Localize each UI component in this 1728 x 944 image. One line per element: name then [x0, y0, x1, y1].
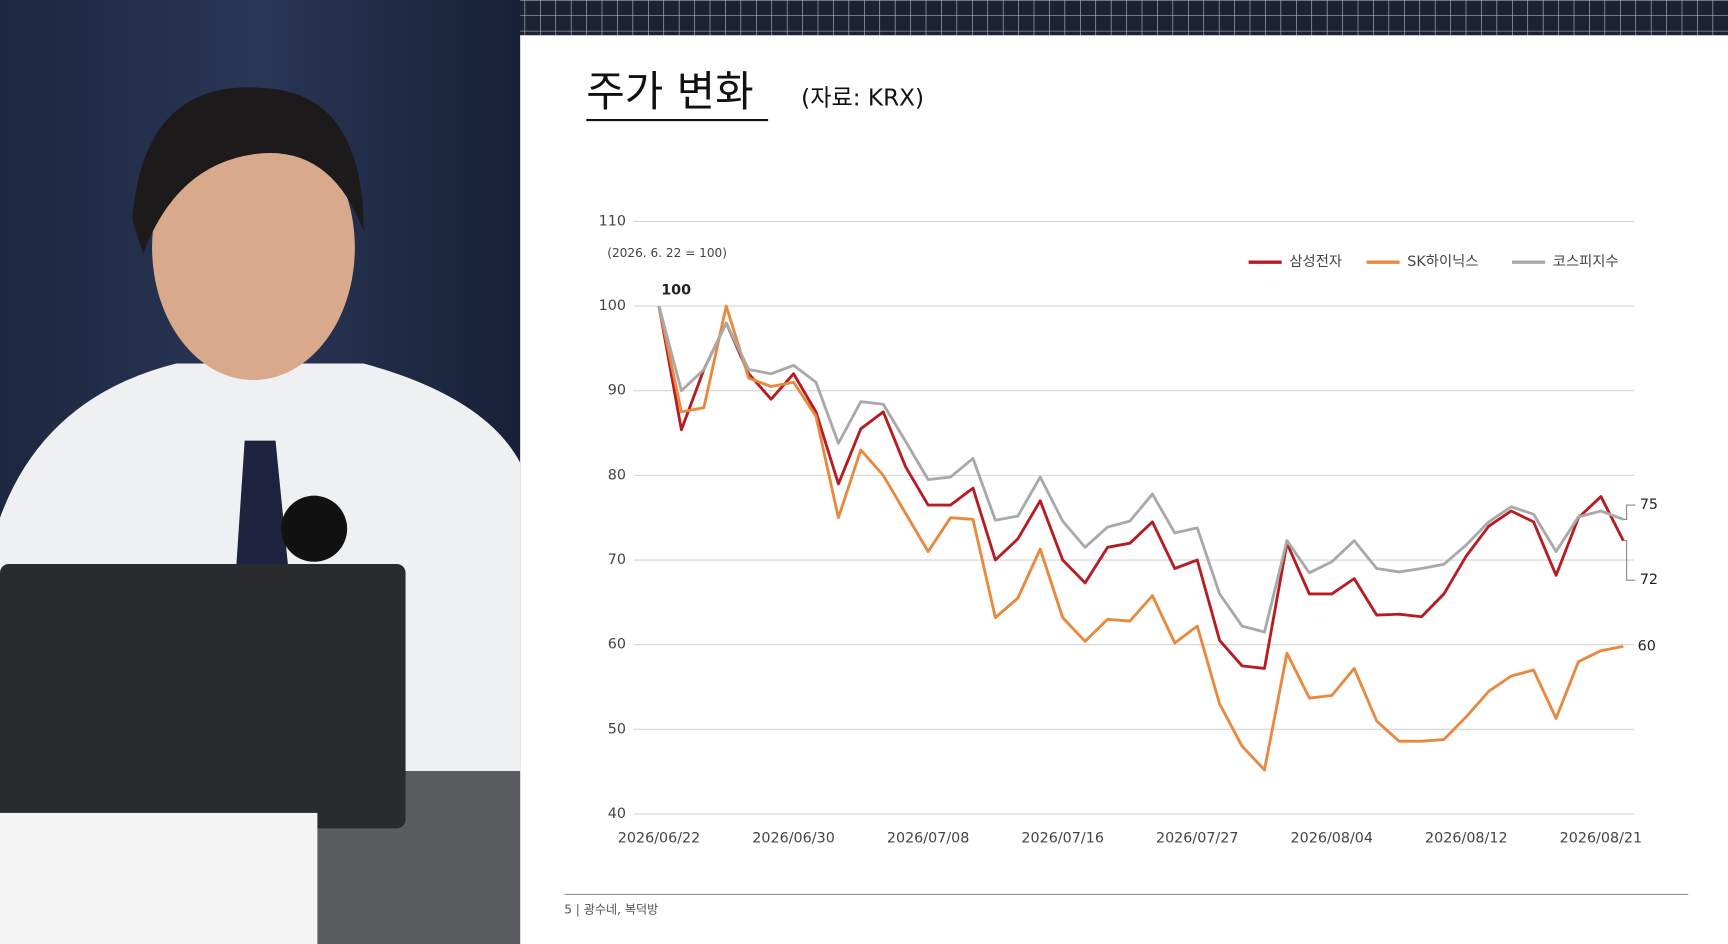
legend-label: 코스피지수 — [1553, 253, 1619, 270]
slide — [520, 35, 1728, 944]
annotation-bracket — [1623, 504, 1636, 520]
microphone — [281, 495, 348, 562]
y-tick-label: 70 — [608, 552, 626, 568]
subtitle: (2026. 6. 22 = 100) — [607, 246, 727, 260]
x-tick-label: 2026/08/04 — [1291, 830, 1374, 846]
y-tick-label: 80 — [608, 467, 626, 483]
series-line — [657, 305, 1625, 670]
y-tick-label: 60 — [608, 637, 626, 653]
footer: 5 | 광수네, 복덕방 — [564, 902, 658, 916]
slide-top-strip — [520, 0, 1728, 36]
legend-label: SK하이닉스 — [1407, 253, 1478, 270]
chart-title: 주가 변화 — [586, 67, 753, 116]
y-tick-label: 100 — [599, 298, 626, 314]
x-tick-label: 2026/08/12 — [1425, 830, 1508, 846]
annotation: 60 — [1638, 638, 1656, 654]
x-tick-label: 2026/08/21 — [1560, 830, 1643, 846]
annotation: 72 — [1640, 572, 1658, 588]
face — [152, 115, 355, 381]
annotation: 100 — [661, 283, 691, 299]
source: (자료: KRX) — [801, 86, 924, 112]
series-line — [657, 305, 1624, 634]
x-tick-label: 2026/07/08 — [887, 830, 970, 846]
x-tick-label: 2026/07/16 — [1021, 830, 1104, 846]
y-tick-label: 40 — [608, 806, 626, 822]
y-tick-label: 50 — [608, 721, 626, 737]
annotation: 75 — [1640, 497, 1658, 513]
annotation-bracket — [1623, 540, 1636, 581]
y-tick-label: 90 — [608, 383, 626, 399]
series-line — [657, 304, 1624, 772]
legend-label: 삼성전자 — [1289, 253, 1342, 270]
x-tick-label: 2026/07/27 — [1156, 830, 1239, 846]
tie — [235, 440, 289, 595]
x-tick-label: 2026/06/30 — [752, 830, 835, 846]
name-card — [0, 812, 318, 944]
y-tick-label: 110 — [599, 213, 626, 229]
hair — [132, 87, 364, 254]
x-tick-label: 2026/06/22 — [618, 830, 701, 846]
laptop — [0, 563, 406, 829]
